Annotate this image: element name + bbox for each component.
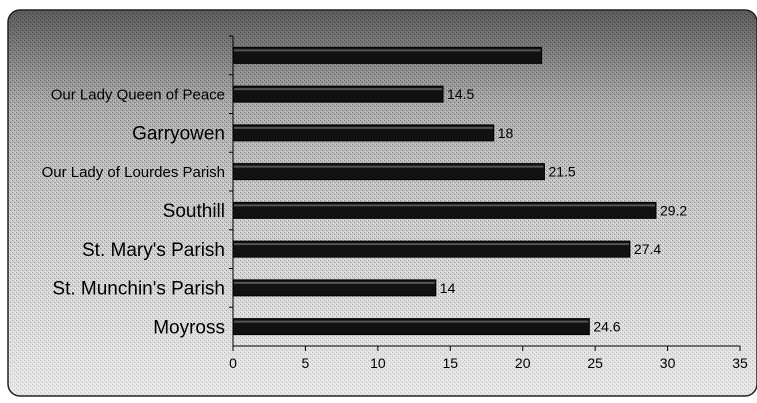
- category-label: Our Lady Queen of Peace: [51, 86, 225, 103]
- x-tick-label: 20: [515, 355, 531, 371]
- data-label: 27.4: [634, 241, 661, 257]
- x-tick-label: 15: [442, 355, 458, 371]
- data-label: 14.5: [447, 86, 474, 102]
- category-label: Moyross: [153, 317, 225, 338]
- category-label: Our Lady of Lourdes Parish: [42, 164, 225, 181]
- bar-highlight: [234, 204, 655, 207]
- data-label: 21.5: [548, 164, 575, 180]
- data-label: 29.2: [660, 202, 687, 218]
- bar-highlight: [234, 281, 435, 284]
- x-tick-label: 25: [587, 355, 603, 371]
- x-tick-label: 35: [732, 355, 748, 371]
- x-tick-label: 10: [370, 355, 386, 371]
- plot-area: 0 5 10 15 20 25 30 35 Moyross 24.6 St. Munchin's P…: [42, 35, 748, 371]
- x-tick-label: 0: [229, 355, 237, 371]
- x-tick-label: 30: [660, 355, 676, 371]
- bar-highlight: [234, 320, 589, 323]
- category-label: Southill: [163, 201, 225, 222]
- category-label: St. Munchin's Parish: [52, 279, 225, 300]
- category-label: St. Mary's Parish: [82, 240, 225, 261]
- data-label: 14: [440, 280, 456, 296]
- bar-highlight: [234, 126, 493, 129]
- bar-highlight: [234, 243, 629, 246]
- x-tick-label: 5: [302, 355, 310, 371]
- bar-highlight: [234, 49, 541, 52]
- bar-highlight: [234, 88, 443, 91]
- data-label: 18: [498, 125, 514, 141]
- category-label: Garryowen: [132, 124, 225, 145]
- data-label: 24.6: [593, 319, 620, 335]
- bar-highlight: [234, 165, 544, 168]
